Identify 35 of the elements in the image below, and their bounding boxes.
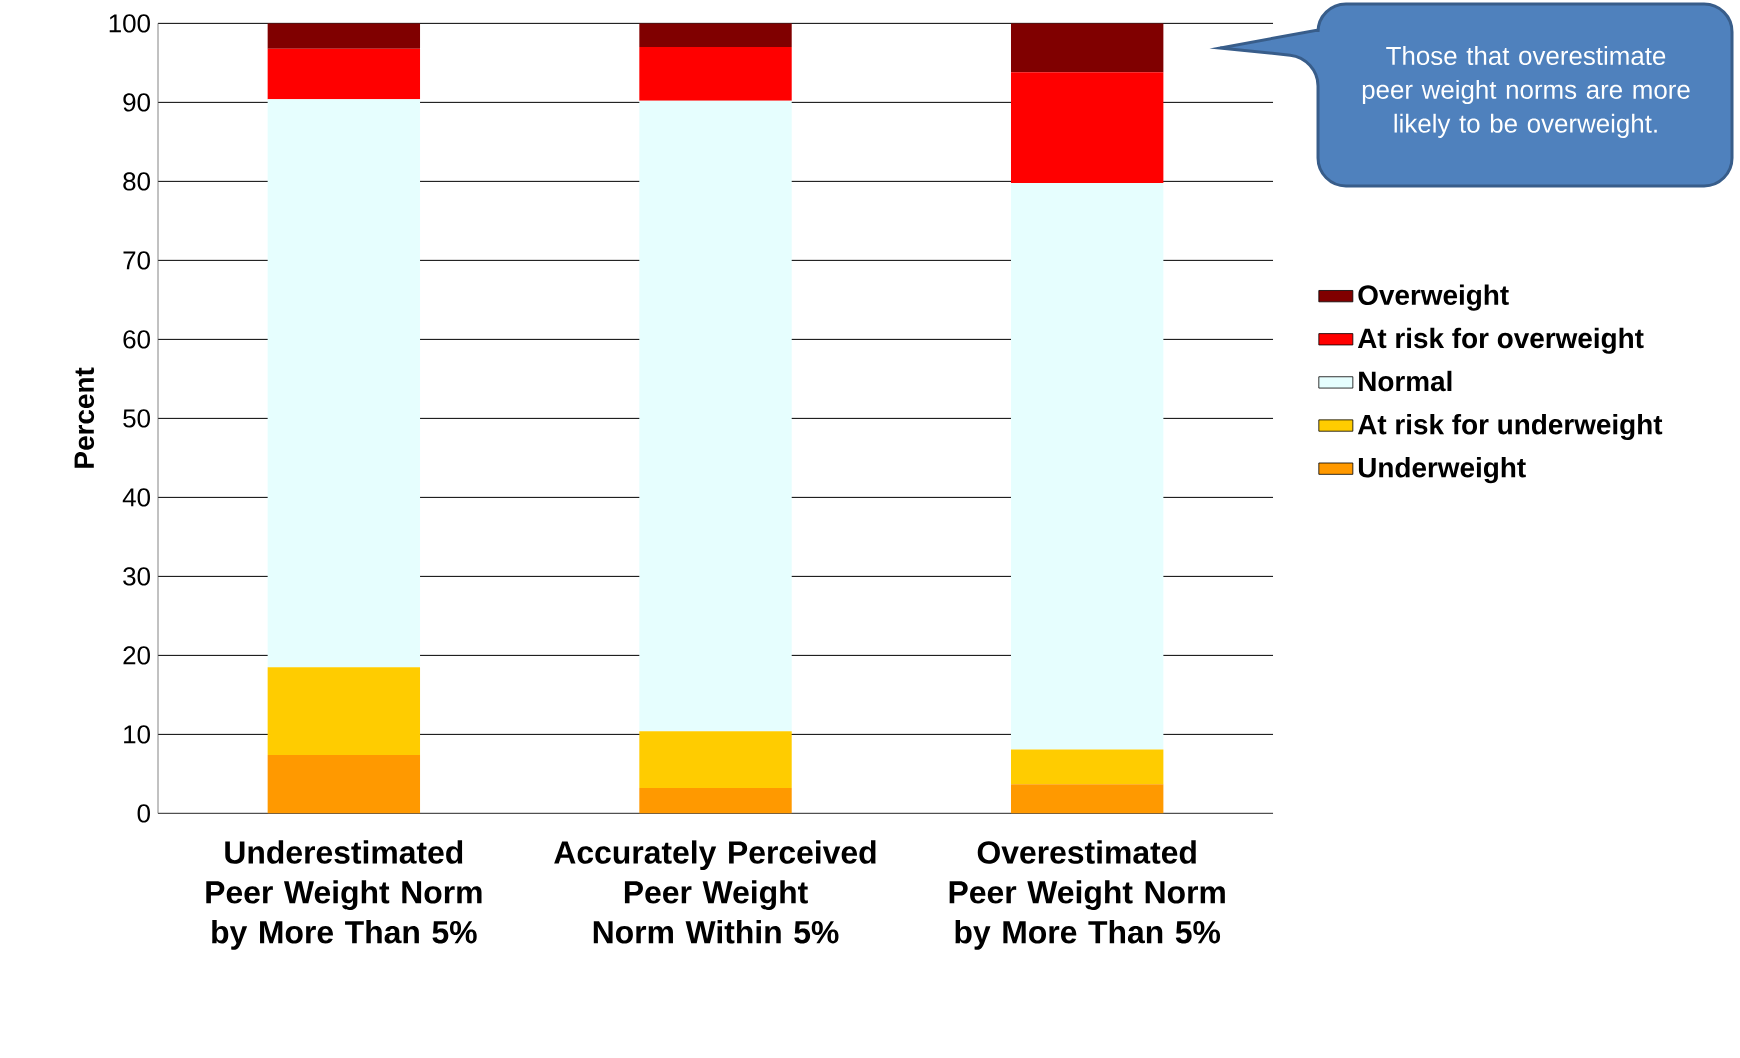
y-tick-label: 0 (137, 804, 150, 823)
bar (1010, 182, 1164, 750)
legend-label: At risk for underweight (1357, 413, 1663, 441)
y-tick-label: 90 (123, 93, 150, 112)
bar (639, 731, 792, 789)
legend-label: At risk for overweight (1357, 327, 1644, 354)
y-tick-label: 70 (123, 251, 150, 270)
y-tick-label: 20 (123, 646, 150, 665)
bar (1010, 23, 1164, 73)
legend-label: Normal (1359, 370, 1452, 392)
bar (639, 788, 792, 814)
x-tick-label: Underestimated Peer Weight Norm by More Than 5% (206, 840, 482, 950)
bar (267, 754, 421, 814)
bar (1010, 72, 1164, 183)
y-axis-title: Percent (74, 367, 95, 468)
y-tick-label: 40 (122, 488, 150, 507)
y-tick-label: 80 (123, 172, 150, 191)
x-tick-label: Accurately Perceived Peer Weight Norm Within 5% (554, 840, 876, 944)
x-tick-label: Overestimated Peer Weight Norm by More Than 5% (949, 840, 1225, 950)
bar (267, 99, 421, 668)
y-tick-label: 10 (124, 725, 150, 744)
y-tick-label: 30 (123, 567, 150, 586)
bar (639, 23, 792, 48)
bar (267, 667, 421, 755)
bar (639, 100, 792, 732)
legend-label: Overweight (1358, 284, 1509, 311)
bar (639, 47, 792, 101)
bar (1010, 749, 1164, 785)
bar (267, 48, 421, 100)
bar (267, 23, 421, 49)
y-tick-label: 50 (123, 409, 150, 428)
bar (1010, 784, 1164, 814)
y-tick-label: 60 (123, 330, 150, 349)
legend-label: Underweight (1358, 457, 1526, 484)
y-tick-label: 100 (109, 14, 150, 33)
